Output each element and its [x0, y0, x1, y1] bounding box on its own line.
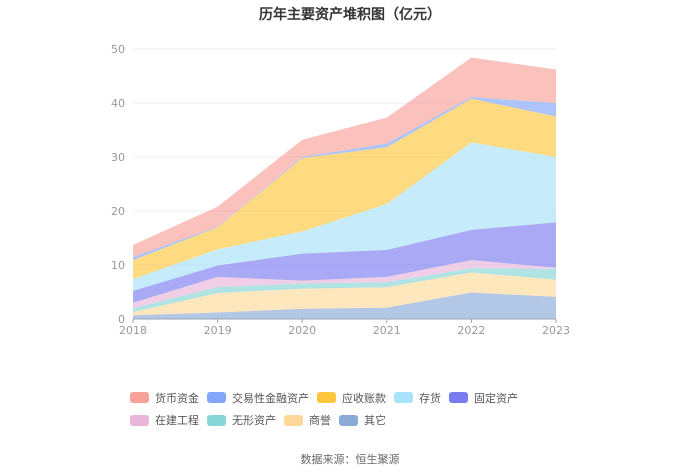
legend-label: 在建工程: [155, 414, 199, 427]
area-应收账款: [133, 98, 556, 280]
x-tick-label: 2021: [373, 324, 401, 337]
x-tick-label: 2019: [204, 324, 232, 337]
legend-item[interactable]: 在建工程: [130, 413, 199, 427]
legend-label: 交易性金融资产: [232, 391, 309, 405]
data-source: 数据来源：恒生聚源: [300, 453, 400, 466]
y-tick-label: 50: [111, 43, 125, 56]
legend-label: 无形资产: [232, 414, 276, 427]
y-tick-label: 20: [111, 205, 125, 218]
x-tick-label: 2020: [288, 324, 316, 337]
x-tick-label: 2022: [457, 324, 485, 337]
y-tick-label: 30: [111, 151, 125, 164]
y-tick-label: 40: [111, 97, 125, 110]
legend-swatch: [394, 392, 413, 403]
legend-item[interactable]: 其它: [339, 413, 386, 427]
legend-item[interactable]: 商誉: [284, 413, 331, 427]
area-固定资产: [133, 222, 556, 303]
x-tick-label: 2018: [119, 324, 147, 337]
area-存货: [133, 142, 556, 291]
legend-item[interactable]: 存货: [394, 391, 441, 405]
area-货币资金: [133, 57, 556, 257]
y-tick-label: 0: [118, 313, 125, 326]
legend-label: 应收账款: [342, 391, 386, 405]
legend-swatch: [207, 392, 226, 403]
legend-item[interactable]: 应收账款: [317, 391, 386, 405]
y-tick-label: 10: [111, 259, 125, 272]
legend-swatch: [130, 392, 149, 403]
legend-label: 商誉: [309, 414, 331, 427]
area-商誉: [133, 272, 556, 316]
legend-item[interactable]: 无形资产: [207, 413, 276, 427]
area-在建工程: [133, 260, 556, 309]
legend-swatch: [449, 392, 468, 403]
legend: 货币资金 交易性金融资产 应收账款 存货 固定资产在建工程 无形资产 商誉 其它: [130, 388, 590, 433]
area-无形资产: [133, 268, 556, 312]
legend-swatch: [339, 414, 358, 426]
legend-swatch: [317, 392, 336, 403]
x-tick-label: 2023: [542, 324, 570, 337]
legend-swatch: [130, 414, 149, 426]
legend-label: 其它: [364, 414, 386, 427]
legend-swatch: [207, 414, 226, 426]
legend-item[interactable]: 固定资产: [449, 391, 518, 405]
legend-label: 固定资产: [474, 391, 518, 405]
chart-title: 历年主要资产堆积图（亿元）: [259, 7, 441, 23]
legend-item[interactable]: 交易性金融资产: [207, 391, 309, 405]
legend-label: 货币资金: [155, 391, 199, 405]
legend-label: 存货: [419, 391, 441, 405]
legend-swatch: [284, 414, 303, 426]
area-其它: [133, 292, 556, 319]
area-chart: 0 10 20 30 40 50 2018 2019 2020 2021 2022 2023: [111, 43, 570, 337]
legend-item[interactable]: 货币资金: [130, 391, 199, 405]
